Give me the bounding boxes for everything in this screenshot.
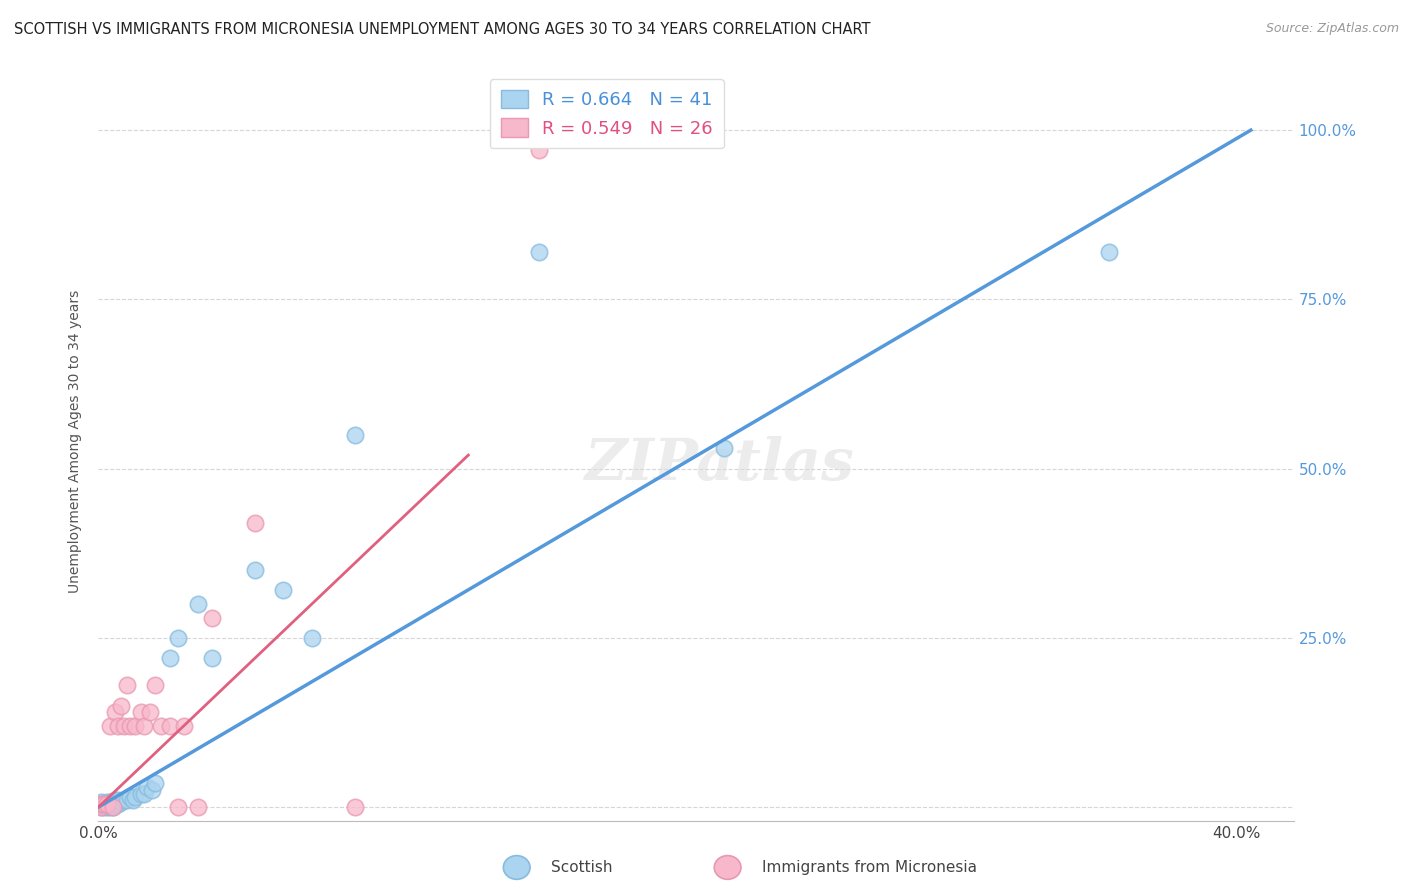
Point (159, 719, 181, 733)
Point (143, 678, 166, 692)
Text: SCOTTISH VS IMMIGRANTS FROM MICRONESIA UNEMPLOYMENT AMONG AGES 30 TO 34 YEARS CO: SCOTTISH VS IMMIGRANTS FROM MICRONESIA U… (14, 22, 870, 37)
Point (201, 651, 224, 665)
Point (118, 789, 141, 804)
Point (529, 144, 551, 158)
Point (129, 787, 152, 801)
Point (118, 719, 141, 733)
Text: Immigrants from Micronesia: Immigrants from Micronesia (762, 861, 977, 875)
Text: Source: ZipAtlas.com: Source: ZipAtlas.com (1265, 22, 1399, 36)
Point (187, 800, 209, 814)
Point (301, 631, 323, 645)
Point (141, 783, 163, 797)
Point (713, 442, 735, 456)
Point (96, 800, 118, 814)
Point (112, 793, 135, 807)
Point (167, 800, 190, 814)
Point (93, 797, 115, 811)
Point (124, 719, 146, 733)
Point (96, 797, 118, 811)
Point (98, 797, 121, 811)
Legend: R = 0.664   N = 41, R = 0.549   N = 26: R = 0.664 N = 41, R = 0.549 N = 26 (489, 79, 724, 148)
Point (129, 706, 152, 720)
Point (243, 563, 266, 577)
Text: ZIPatlas: ZIPatlas (585, 436, 855, 492)
Point (104, 793, 127, 807)
Point (143, 776, 166, 790)
Point (529, 244, 551, 259)
Point (124, 789, 146, 804)
Point (110, 795, 132, 809)
Point (104, 706, 127, 720)
Point (121, 793, 143, 807)
Point (115, 793, 138, 807)
Point (132, 719, 155, 733)
Point (98, 719, 121, 733)
Point (1097, 244, 1119, 259)
Point (107, 719, 129, 733)
Point (90, 797, 112, 811)
Point (132, 787, 155, 801)
Point (96, 797, 118, 811)
Y-axis label: Unemployment Among Ages 30 to 34 years: Unemployment Among Ages 30 to 34 years (69, 290, 83, 593)
Point (104, 797, 127, 811)
Point (187, 597, 209, 611)
Point (115, 678, 138, 692)
Point (343, 800, 366, 814)
Point (90, 800, 112, 814)
Point (107, 793, 129, 807)
Point (101, 800, 124, 814)
Point (101, 800, 124, 814)
Circle shape (714, 855, 741, 880)
Point (98, 795, 121, 809)
Point (93, 800, 115, 814)
Point (167, 631, 190, 645)
Point (243, 516, 266, 530)
Point (138, 706, 160, 720)
Point (343, 427, 366, 442)
Point (159, 651, 181, 665)
Point (96, 795, 118, 809)
Point (90, 797, 112, 811)
Point (112, 719, 135, 733)
Point (90, 795, 112, 809)
Point (98, 800, 121, 814)
Circle shape (503, 855, 530, 880)
Point (173, 719, 195, 733)
Point (107, 797, 129, 811)
Point (90, 800, 112, 814)
Point (150, 719, 173, 733)
Point (135, 780, 157, 794)
Text: Scottish: Scottish (551, 861, 613, 875)
Point (273, 583, 295, 598)
Point (201, 610, 224, 624)
Point (110, 698, 132, 713)
Point (101, 797, 124, 811)
Point (93, 797, 115, 811)
Point (90, 798, 112, 813)
